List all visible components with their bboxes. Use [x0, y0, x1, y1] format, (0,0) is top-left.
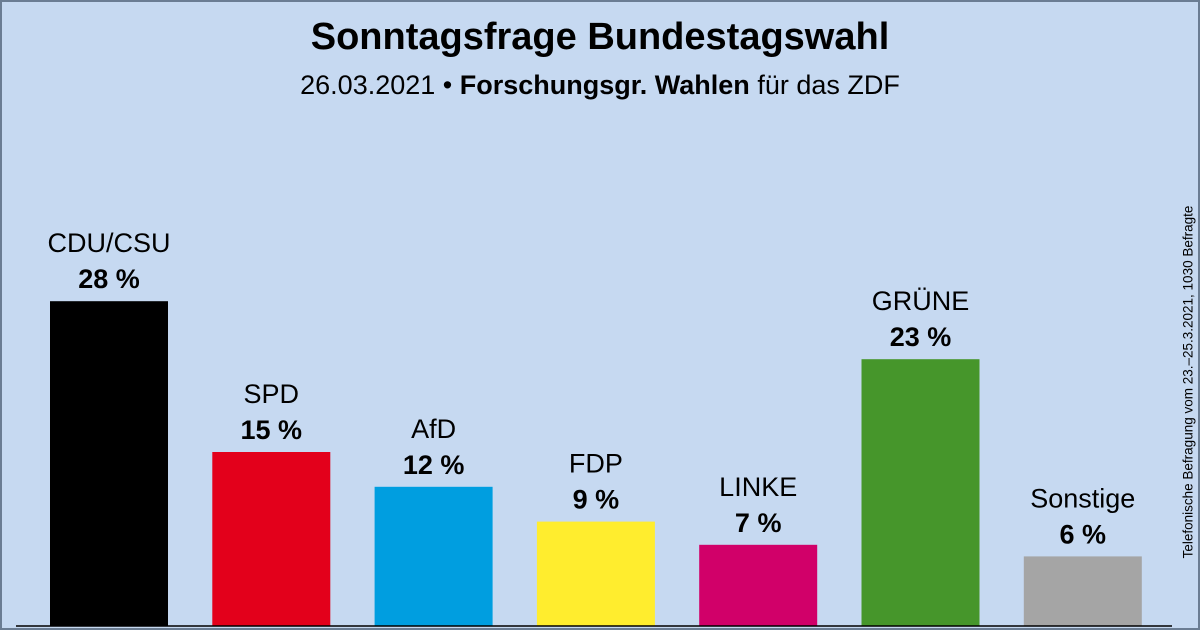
category-label-spd: SPD — [244, 379, 300, 409]
bar-cdu-csu — [50, 301, 168, 626]
value-label-afd: 12 % — [403, 450, 465, 480]
bar-group-gruene: GRÜNE 23 % — [861, 286, 980, 626]
bar-spd — [212, 452, 331, 626]
bar-linke — [699, 544, 818, 626]
category-label-cdu-csu: CDU/CSU — [47, 228, 170, 258]
bar-group-linke: LINKE 7 % — [699, 472, 818, 626]
chart-title: Sonntagsfrage Bundestagswahl — [310, 16, 890, 58]
category-label-sonstige: Sonstige — [1030, 483, 1135, 513]
bar-gruene — [861, 359, 980, 626]
bar-fdp — [536, 521, 655, 626]
subtitle-separator: • — [442, 70, 453, 100]
chart-subtitle: 26.03.2021 • Forschungsgr. Wahlen für da… — [2, 70, 1198, 101]
value-label-spd: 15 % — [241, 415, 303, 445]
category-label-afd: AfD — [411, 414, 456, 444]
value-label-fdp: 9 % — [573, 485, 620, 515]
category-label-fdp: FDP — [569, 449, 623, 479]
category-label-gruene: GRÜNE — [872, 286, 970, 316]
bar-group-afd: AfD 12 % — [374, 414, 493, 626]
value-label-cdu-csu: 28 % — [78, 264, 140, 294]
bar-group-sonstige: Sonstige 6 % — [1023, 483, 1142, 626]
value-label-linke: 7 % — [735, 508, 782, 538]
bar-group-cdu-csu: CDU/CSU 28 % — [47, 228, 171, 626]
survey-note: Telefonische Befragung vom 23.–25.3.2021… — [1180, 205, 1196, 559]
bar-group-spd: SPD 15 % — [212, 379, 331, 626]
value-label-gruene: 23 % — [890, 322, 952, 352]
subtitle-institute: Forschungsgr. Wahlen — [459, 70, 750, 100]
bar-group-fdp: FDP 9 % — [536, 449, 655, 626]
subtitle-suffix: für das ZDF — [757, 70, 900, 100]
category-label-linke: LINKE — [719, 472, 797, 502]
bar-sonstige — [1023, 556, 1142, 626]
subtitle-date: 26.03.2021 — [300, 70, 436, 100]
value-label-sonstige: 6 % — [1060, 519, 1107, 549]
bar-afd — [374, 486, 493, 626]
